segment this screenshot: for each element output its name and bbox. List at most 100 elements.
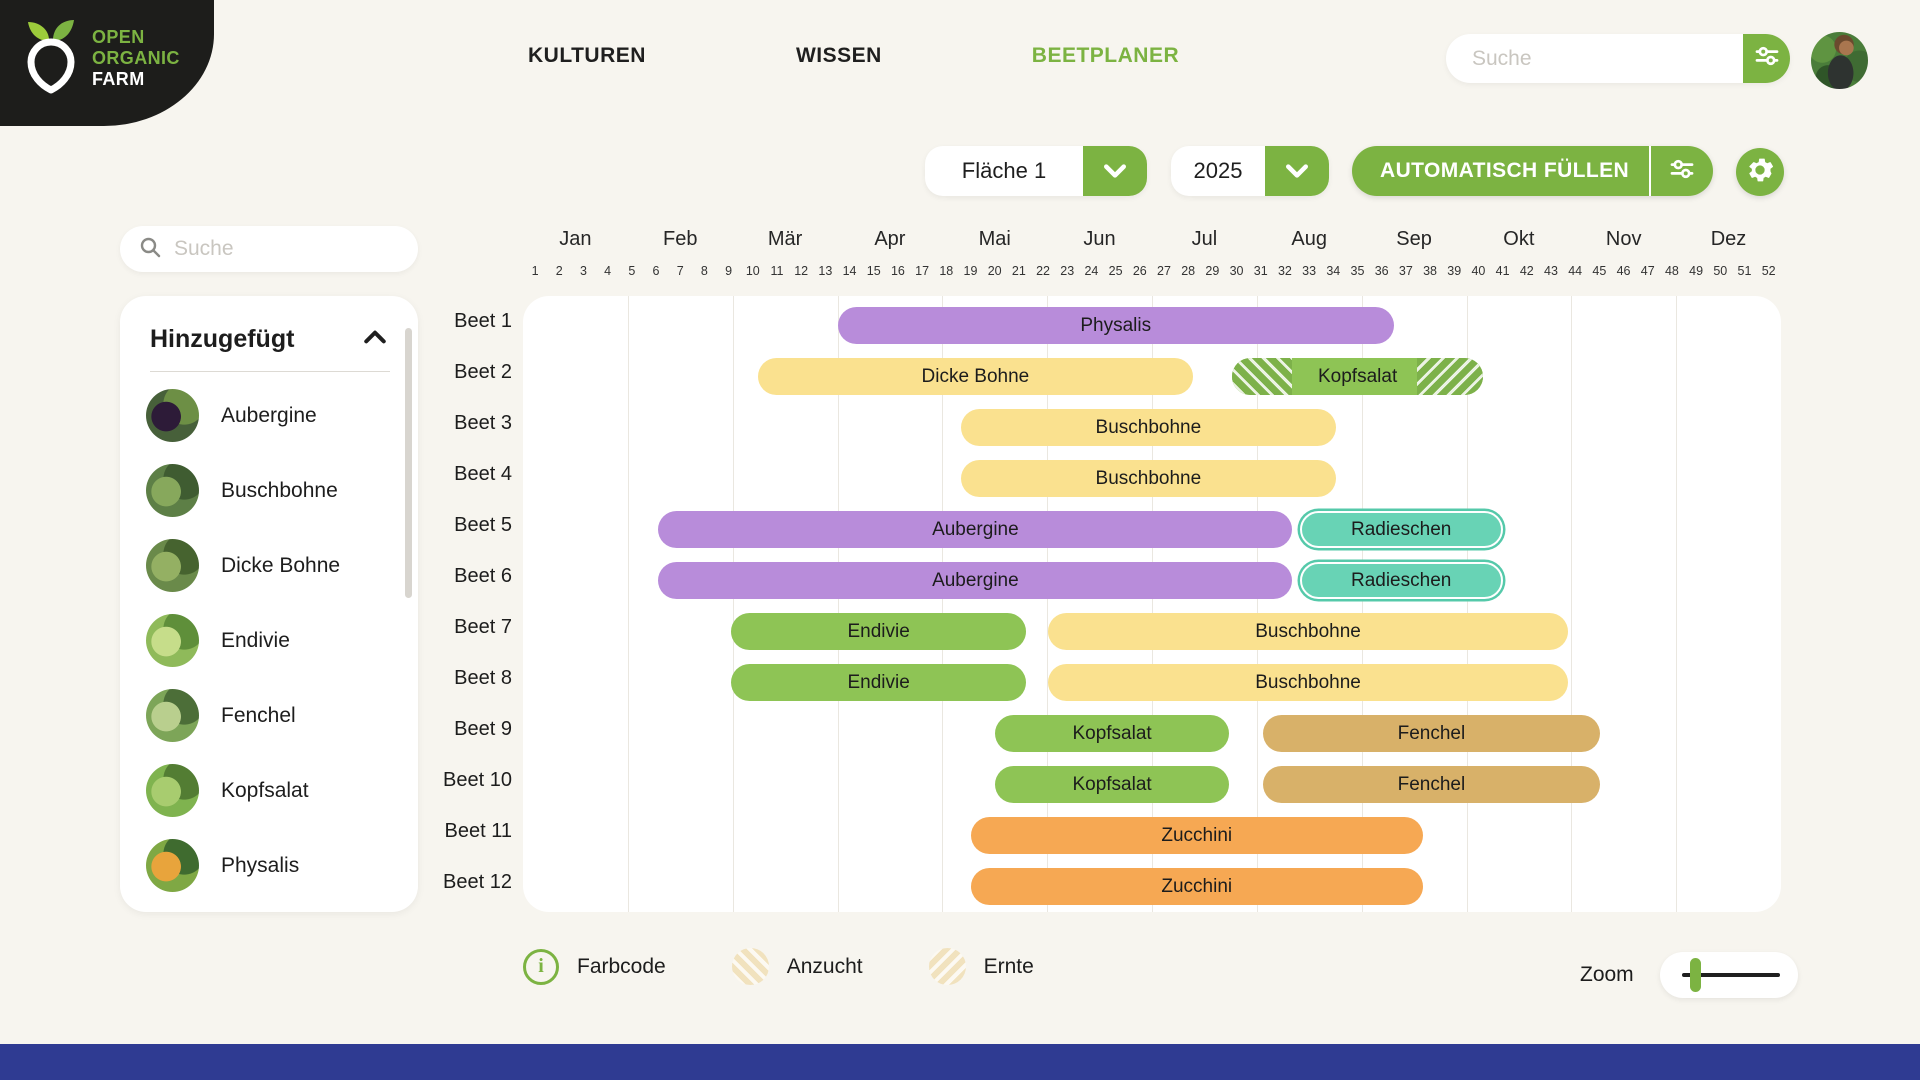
crop-bar-kopfsalat[interactable]: Kopfsalat — [1231, 358, 1484, 395]
crop-bar-endivie[interactable]: Endivie — [731, 613, 1027, 650]
autofill-button-label: AUTOMATISCH FÜLLEN — [1380, 159, 1630, 182]
crop-bar-buschbohne[interactable]: Buschbohne — [960, 409, 1336, 446]
week-number: 8 — [700, 264, 708, 278]
week-number: 38 — [1423, 264, 1437, 278]
crop-list-item-label: Aubergine — [221, 403, 317, 427]
crop-bar-kopfsalat[interactable]: Kopfsalat — [994, 766, 1230, 803]
toolbar: Fläche 1 2025 AUTOMATISCH FÜLLEN — [0, 146, 1920, 198]
autofill-options-button[interactable] — [1651, 154, 1713, 189]
crop-bar-radieschen[interactable]: Radieschen — [1299, 562, 1503, 599]
bed-label: Beet 4 — [454, 463, 512, 485]
crop-list-item[interactable]: Endivie — [120, 603, 418, 678]
info-icon[interactable]: i — [523, 948, 559, 985]
crop-bar-buschbohne[interactable]: Buschbohne — [1047, 664, 1569, 701]
crop-bar-radieschen[interactable]: Radieschen — [1299, 511, 1503, 548]
month-label: Mai — [978, 228, 1011, 250]
crop-list-item[interactable]: Fenchel — [120, 678, 418, 753]
month-gridline — [1676, 296, 1678, 912]
gear-icon — [1746, 156, 1774, 189]
month-gridline — [1047, 296, 1049, 912]
nav-item-beetplaner[interactable]: BEETPLANER — [1031, 44, 1180, 67]
gantt-rows: Physalis Dicke Bohne Kopfsalat Buschbohne Bu… — [523, 300, 1781, 912]
week-number: 31 — [1253, 264, 1268, 278]
crop-bar-buschbohne[interactable]: Buschbohne — [960, 460, 1336, 497]
month-gridline — [1571, 296, 1573, 912]
week-number: 23 — [1060, 264, 1075, 278]
crop-bar-label: Radieschen — [1350, 518, 1452, 540]
buschbohne-photo — [146, 464, 199, 517]
scrollbar[interactable] — [405, 328, 412, 598]
week-number: 5 — [628, 264, 636, 278]
autofill-button[interactable]: AUTOMATISCH FÜLLEN — [1352, 146, 1714, 196]
crop-bar-physalis[interactable]: Physalis — [837, 307, 1394, 344]
week-number: 42 — [1519, 264, 1534, 278]
crop-bar-zucchini[interactable]: Zucchini — [970, 817, 1423, 854]
area-select[interactable]: Fläche 1 — [925, 146, 1147, 196]
crop-bar-fenchel[interactable]: Fenchel — [1263, 715, 1600, 752]
week-number: 36 — [1374, 264, 1389, 278]
logo[interactable]: OPEN ORGANIC FARM — [0, 0, 214, 126]
week-number: 27 — [1157, 264, 1171, 278]
bed-label: Beet 1 — [454, 310, 512, 332]
crop-bar-buschbohne[interactable]: Buschbohne — [1047, 613, 1569, 650]
gantt-row: Buschbohne — [523, 453, 1781, 504]
crop-bar-kopfsalat[interactable]: Kopfsalat — [994, 715, 1230, 752]
crop-bar-fenchel[interactable]: Fenchel — [1263, 766, 1600, 803]
bed-label: Beet 10 — [443, 769, 512, 791]
week-number: 15 — [866, 264, 881, 278]
week-number: 50 — [1713, 264, 1728, 278]
zoom-slider-handle[interactable] — [1689, 958, 1701, 992]
settings-button[interactable] — [1736, 148, 1784, 196]
user-avatar[interactable] — [1811, 32, 1868, 89]
crop-bar-label: Fenchel — [1397, 722, 1466, 744]
chevron-up-icon[interactable] — [360, 322, 390, 357]
header-search-input[interactable] — [1446, 46, 1743, 71]
week-number: 28 — [1181, 264, 1196, 278]
crop-bar-label: Physalis — [1080, 314, 1152, 336]
month-gridline — [732, 296, 734, 912]
month-label: Jun — [1083, 228, 1116, 250]
month-label: Nov — [1605, 228, 1642, 250]
zoom-slider-track — [1681, 973, 1780, 977]
week-number: 40 — [1471, 264, 1486, 278]
crop-bar-label: Zucchini — [1161, 824, 1233, 846]
crop-bar-label: Kopfsalat — [1318, 365, 1398, 387]
header-search-filter-button[interactable] — [1743, 34, 1790, 83]
bed-label: Beet 12 — [443, 871, 512, 893]
crop-bar-label: Kopfsalat — [1072, 722, 1152, 744]
crop-bar-endivie[interactable]: Endivie — [731, 664, 1027, 701]
sidebar-search-input[interactable] — [174, 237, 445, 261]
week-number: 52 — [1761, 264, 1776, 278]
nav-item-kulturen[interactable]: KULTUREN — [528, 44, 646, 67]
crop-list-item-label: Dicke Bohne — [221, 553, 341, 577]
week-number: 37 — [1398, 264, 1413, 278]
week-number: 26 — [1132, 264, 1147, 278]
crop-list-item[interactable]: Physalis — [120, 828, 418, 903]
crop-bar-dicke-bohne[interactable]: Dicke Bohne — [757, 358, 1194, 395]
crop-bar-aubergine[interactable]: Aubergine — [658, 511, 1293, 548]
crop-list-item[interactable]: Kopfsalat — [120, 753, 418, 828]
nav-item-wissen[interactable]: WISSEN — [795, 44, 882, 67]
zoom-slider[interactable] — [1659, 952, 1798, 998]
zoom-label: Zoom — [1580, 963, 1634, 986]
turnip-logo-icon — [22, 18, 80, 99]
week-number: 1 — [531, 264, 539, 278]
zoom-control: Zoom — [1580, 952, 1798, 998]
gantt-row: Dicke Bohne Kopfsalat — [523, 351, 1781, 402]
month-label: Feb — [663, 228, 698, 250]
crop-list-item[interactable]: Aubergine — [120, 378, 418, 453]
anzucht-hatch — [1231, 358, 1293, 395]
crop-list-item[interactable]: Dicke Bohne — [120, 528, 418, 603]
bed-label: Beet 11 — [444, 820, 512, 842]
crop-bar-aubergine[interactable]: Aubergine — [658, 562, 1293, 599]
crop-bar-zucchini[interactable]: Zucchini — [970, 868, 1423, 905]
week-number: 29 — [1205, 264, 1220, 278]
year-select[interactable]: 2025 — [1171, 146, 1329, 196]
bed-label: Beet 3 — [454, 412, 512, 434]
dicke-bohne-photo — [146, 539, 199, 592]
crop-list-item[interactable] — [120, 903, 418, 912]
bed-label: Beet 5 — [454, 514, 512, 536]
crop-list-item[interactable]: Buschbohne — [120, 453, 418, 528]
sliders-icon — [1667, 154, 1697, 189]
